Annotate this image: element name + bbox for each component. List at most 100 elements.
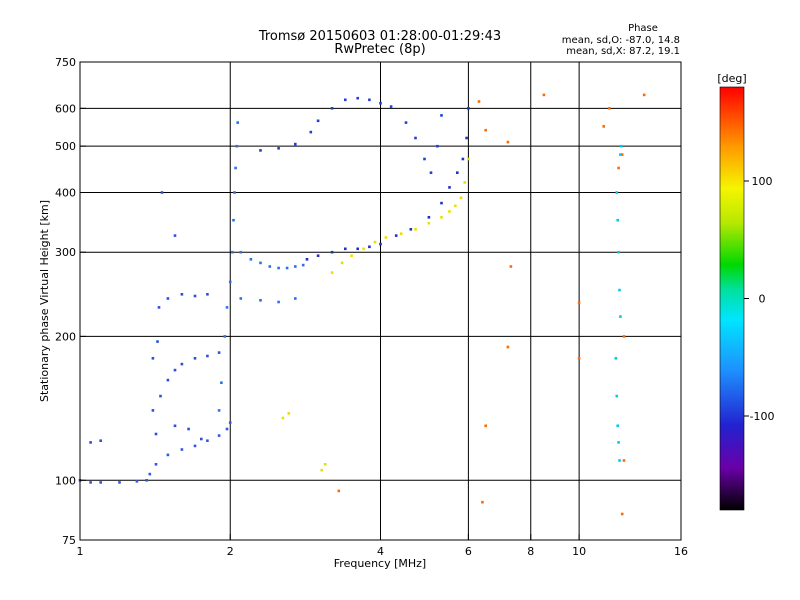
data-point [206, 293, 209, 296]
data-point [340, 261, 344, 265]
data-point [506, 345, 510, 349]
data-point [235, 144, 238, 148]
data-point [615, 394, 619, 398]
data-point [619, 315, 622, 318]
x-ticks: 1 2 4 6 8 10 16 [77, 534, 688, 558]
data-point [602, 125, 605, 128]
x-tick-label: 6 [465, 545, 472, 558]
data-point [180, 448, 184, 451]
y-tick-label: 200 [55, 330, 76, 343]
data-point [440, 201, 443, 205]
phase-stats-o: mean, sd,O: -87.0, 14.8 [562, 35, 680, 46]
data-point [316, 254, 320, 257]
data-point [89, 441, 92, 444]
x-tick-label: 2 [227, 545, 234, 558]
data-point [448, 210, 451, 213]
data-point [618, 288, 621, 292]
data-point [268, 265, 272, 268]
data-point [616, 424, 619, 428]
data-point [89, 481, 92, 484]
data-point [228, 421, 232, 424]
y-tick-label: 400 [55, 186, 76, 199]
data-point [440, 114, 443, 117]
colorbar-ticks: 100 0 -100 [744, 175, 774, 423]
data-point [617, 166, 620, 170]
data-point [577, 301, 581, 305]
data-point [409, 228, 413, 231]
y-tick-label: 300 [55, 246, 76, 259]
y-tick-label: 75 [62, 534, 76, 547]
grid-lines [80, 62, 681, 540]
phase-title: Phase [628, 23, 658, 34]
y-tick-label: 500 [55, 140, 76, 153]
data-point [373, 240, 377, 244]
data-point [118, 481, 121, 484]
x-tick-label: 8 [527, 545, 534, 558]
x-tick-label: 4 [377, 545, 384, 558]
data-point [608, 107, 611, 110]
data-point [330, 271, 334, 274]
data-point [427, 216, 431, 219]
data-point [467, 107, 470, 110]
data-point [220, 381, 223, 384]
data-point [200, 437, 203, 441]
data-point [617, 250, 620, 254]
data-point [287, 412, 291, 415]
data-point [249, 258, 253, 261]
data-point [394, 234, 398, 237]
data-point [217, 409, 221, 412]
data-point [239, 250, 243, 254]
data-point [151, 409, 155, 412]
data-point [151, 357, 155, 360]
data-point [166, 378, 170, 382]
data-point [330, 107, 334, 110]
data-point [320, 468, 323, 472]
data-point [620, 153, 624, 156]
data-point [217, 351, 221, 354]
data-point [285, 266, 289, 270]
data-point [173, 234, 177, 237]
data-point [135, 480, 139, 483]
colorbar-tick-label: -100 [750, 410, 775, 423]
data-point [330, 250, 334, 254]
data-point [459, 196, 463, 200]
data-point [620, 144, 623, 148]
colorbar-label: [deg] [717, 72, 746, 85]
data-point [356, 247, 359, 251]
data-point [277, 300, 280, 304]
data-point [166, 297, 170, 300]
data-point [456, 171, 459, 174]
data-point [389, 105, 393, 108]
chart-subtitle: RwPretec (8p) [334, 42, 425, 57]
x-axis-label: Frequency [MHz] [334, 557, 426, 570]
chart-title: Tromsø 20150603 01:28:00-01:29:43 [258, 29, 501, 44]
data-point [234, 166, 237, 170]
data-point [448, 186, 451, 189]
data-point [454, 204, 457, 208]
data-point [344, 247, 347, 251]
y-tick-label: 100 [55, 474, 76, 487]
phase-stats-x: mean, sd,X: 87.2, 19.1 [566, 46, 680, 57]
data-point [368, 98, 371, 102]
data-point [148, 472, 152, 476]
data-point [379, 242, 382, 246]
y-ticks: 75 100 200 300 400 500 600 750 [55, 56, 86, 547]
data-point [642, 93, 646, 97]
data-point [193, 444, 197, 448]
data-point [232, 218, 235, 222]
data-point [166, 453, 170, 457]
data-point [620, 512, 624, 516]
data-point [404, 121, 408, 124]
data-point [236, 121, 239, 124]
data-point [223, 335, 227, 338]
data-point [187, 427, 190, 431]
data-point [622, 459, 626, 462]
data-point [259, 261, 262, 265]
data-point [542, 93, 546, 97]
data-point [461, 157, 465, 161]
data-point [465, 136, 468, 140]
data-point [577, 357, 581, 360]
data-point [281, 416, 285, 420]
data-point [423, 157, 426, 161]
data-point [193, 357, 197, 360]
